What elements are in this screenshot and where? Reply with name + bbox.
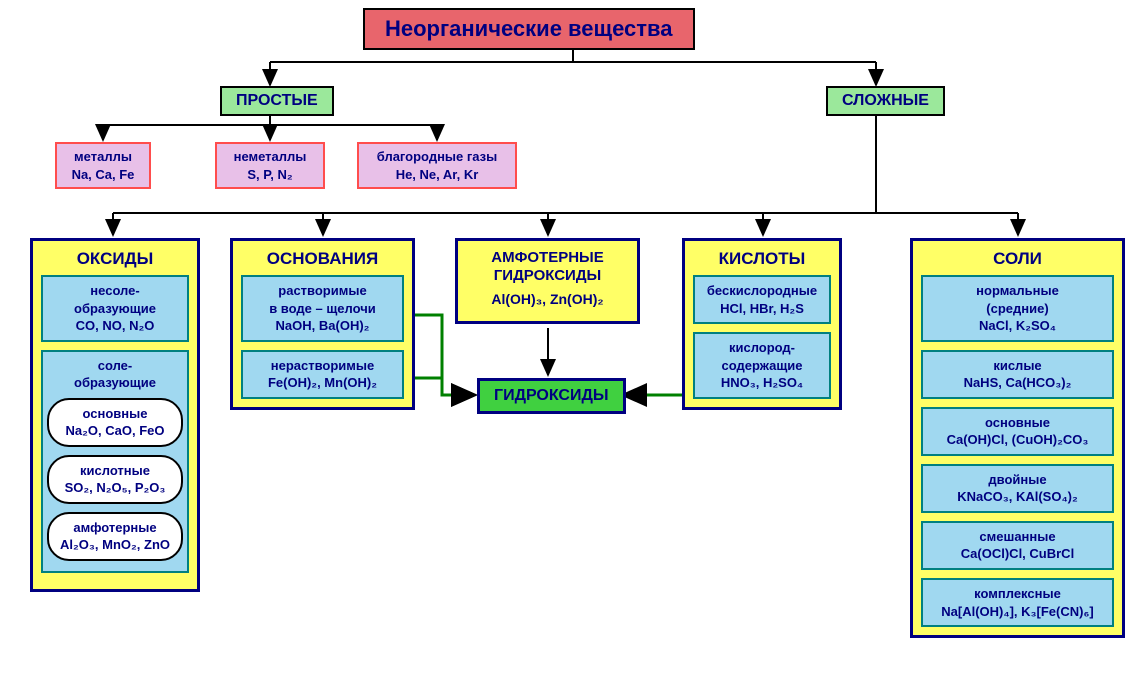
oxides-basic-ex: Na₂O, CaO, FeO bbox=[53, 422, 177, 440]
salts-normal: нормальные (средние) NaCl, K₂SO₄ bbox=[921, 275, 1114, 342]
salts-acidic: кислые NaHS, Ca(HCO₃)₂ bbox=[921, 350, 1114, 399]
oxides-nonsalt-ex: CO, NO, N₂O bbox=[47, 317, 183, 335]
salts-mixed-ex: Ca(OCl)Cl, CuBrCl bbox=[927, 545, 1108, 563]
acids-anox: бескислородные HCl, HBr, H₂S bbox=[693, 275, 831, 324]
noblegases-name: благородные газы bbox=[367, 148, 507, 166]
salts-acidic-ex: NaHS, Ca(HCO₃)₂ bbox=[927, 374, 1108, 392]
salts-basic-name: основные bbox=[927, 414, 1108, 432]
oxides-acidic-ex: SO₂, N₂O₅, P₂O₃ bbox=[53, 479, 177, 497]
acids-ox: кислород- содержащие HNO₃, H₂SO₄ bbox=[693, 332, 831, 399]
salts-complex: комплексные Na[Al(OH)₄], K₃[Fe(CN)₆] bbox=[921, 578, 1114, 627]
salts-double: двойные KNaCO₃, KAl(SO₄)₂ bbox=[921, 464, 1114, 513]
salts-complex-ex: Na[Al(OH)₄], K₃[Fe(CN)₆] bbox=[927, 603, 1108, 621]
acids-title: КИСЛОТЫ bbox=[693, 249, 831, 269]
nonmetals-name: неметаллы bbox=[225, 148, 315, 166]
salts-normal-name: нормальные (средние) bbox=[927, 282, 1108, 317]
oxides-title: ОКСИДЫ bbox=[41, 249, 189, 269]
salts-mixed-name: смешанные bbox=[927, 528, 1108, 546]
amphoteric-ex: Al(OH)₃, Zn(OH)₂ bbox=[466, 291, 629, 307]
acids-ox-name: кислород- содержащие bbox=[699, 339, 825, 374]
salts-complex-name: комплексные bbox=[927, 585, 1108, 603]
noblegases-box: благородные газы He, Ne, Ar, Kr bbox=[357, 142, 517, 189]
oxides-acidic: кислотные SO₂, N₂O₅, P₂O₃ bbox=[47, 455, 183, 504]
oxides-acidic-name: кислотные bbox=[53, 462, 177, 480]
bases-insoluble-name: нерастворимые bbox=[247, 357, 398, 375]
metals-name: металлы bbox=[65, 148, 141, 166]
salts-double-ex: KNaCO₃, KAl(SO₄)₂ bbox=[927, 488, 1108, 506]
hydroxides-box: ГИДРОКСИДЫ bbox=[477, 378, 626, 414]
salts-double-name: двойные bbox=[927, 471, 1108, 489]
bases-insoluble-ex: Fe(OH)₂, Mn(OH)₂ bbox=[247, 374, 398, 392]
bases-soluble-ex: NaOH, Ba(OH)₂ bbox=[247, 317, 398, 335]
nonmetals-box: неметаллы S, P, N₂ bbox=[215, 142, 325, 189]
bases-soluble: растворимые в воде – щелочи NaOH, Ba(OH)… bbox=[241, 275, 404, 342]
salts-basic: основные Ca(OH)Cl, (CuOH)₂CO₃ bbox=[921, 407, 1114, 456]
acids-panel: КИСЛОТЫ бескислородные HCl, HBr, H₂S кис… bbox=[682, 238, 842, 410]
amphoteric-panel: АМФОТЕРНЫЕ ГИДРОКСИДЫ Al(OH)₃, Zn(OH)₂ bbox=[455, 238, 640, 324]
bases-panel: ОСНОВАНИЯ растворимые в воде – щелочи Na… bbox=[230, 238, 415, 410]
acids-anox-name: бескислородные bbox=[699, 282, 825, 300]
oxides-amph: амфотерные Al₂O₃, MnO₂, ZnO bbox=[47, 512, 183, 561]
simple-header: ПРОСТЫЕ bbox=[220, 86, 334, 116]
salts-mixed: смешанные Ca(OCl)Cl, CuBrCl bbox=[921, 521, 1114, 570]
metals-box: металлы Na, Ca, Fe bbox=[55, 142, 151, 189]
metals-ex: Na, Ca, Fe bbox=[65, 166, 141, 184]
acids-ox-ex: HNO₃, H₂SO₄ bbox=[699, 374, 825, 392]
salts-basic-ex: Ca(OH)Cl, (CuOH)₂CO₃ bbox=[927, 431, 1108, 449]
oxides-nonsalt-name: несоле- образующие bbox=[47, 282, 183, 317]
nonmetals-ex: S, P, N₂ bbox=[225, 166, 315, 184]
bases-soluble-name: растворимые в воде – щелочи bbox=[247, 282, 398, 317]
main-title: Неорганические вещества bbox=[363, 8, 695, 50]
bases-insoluble: нерастворимые Fe(OH)₂, Mn(OH)₂ bbox=[241, 350, 404, 399]
amphoteric-title: АМФОТЕРНЫЕ ГИДРОКСИДЫ bbox=[466, 249, 629, 285]
complex-header: СЛОЖНЫЕ bbox=[826, 86, 945, 116]
bases-title: ОСНОВАНИЯ bbox=[241, 249, 404, 269]
oxides-panel: ОКСИДЫ несоле- образующие CO, NO, N₂O со… bbox=[30, 238, 200, 592]
oxides-salt-container: соле- образующие основные Na₂O, CaO, FeO… bbox=[41, 350, 189, 573]
oxides-salt-label: соле- образующие bbox=[47, 357, 183, 392]
salts-panel: СОЛИ нормальные (средние) NaCl, K₂SO₄ ки… bbox=[910, 238, 1125, 638]
oxides-basic: основные Na₂O, CaO, FeO bbox=[47, 398, 183, 447]
noblegases-ex: He, Ne, Ar, Kr bbox=[367, 166, 507, 184]
oxides-amph-ex: Al₂O₃, MnO₂, ZnO bbox=[53, 536, 177, 554]
oxides-amph-name: амфотерные bbox=[53, 519, 177, 537]
salts-title: СОЛИ bbox=[921, 249, 1114, 269]
salts-normal-ex: NaCl, K₂SO₄ bbox=[927, 317, 1108, 335]
salts-acidic-name: кислые bbox=[927, 357, 1108, 375]
oxides-nonsalt: несоле- образующие CO, NO, N₂O bbox=[41, 275, 189, 342]
acids-anox-ex: HCl, HBr, H₂S bbox=[699, 300, 825, 318]
oxides-basic-name: основные bbox=[53, 405, 177, 423]
